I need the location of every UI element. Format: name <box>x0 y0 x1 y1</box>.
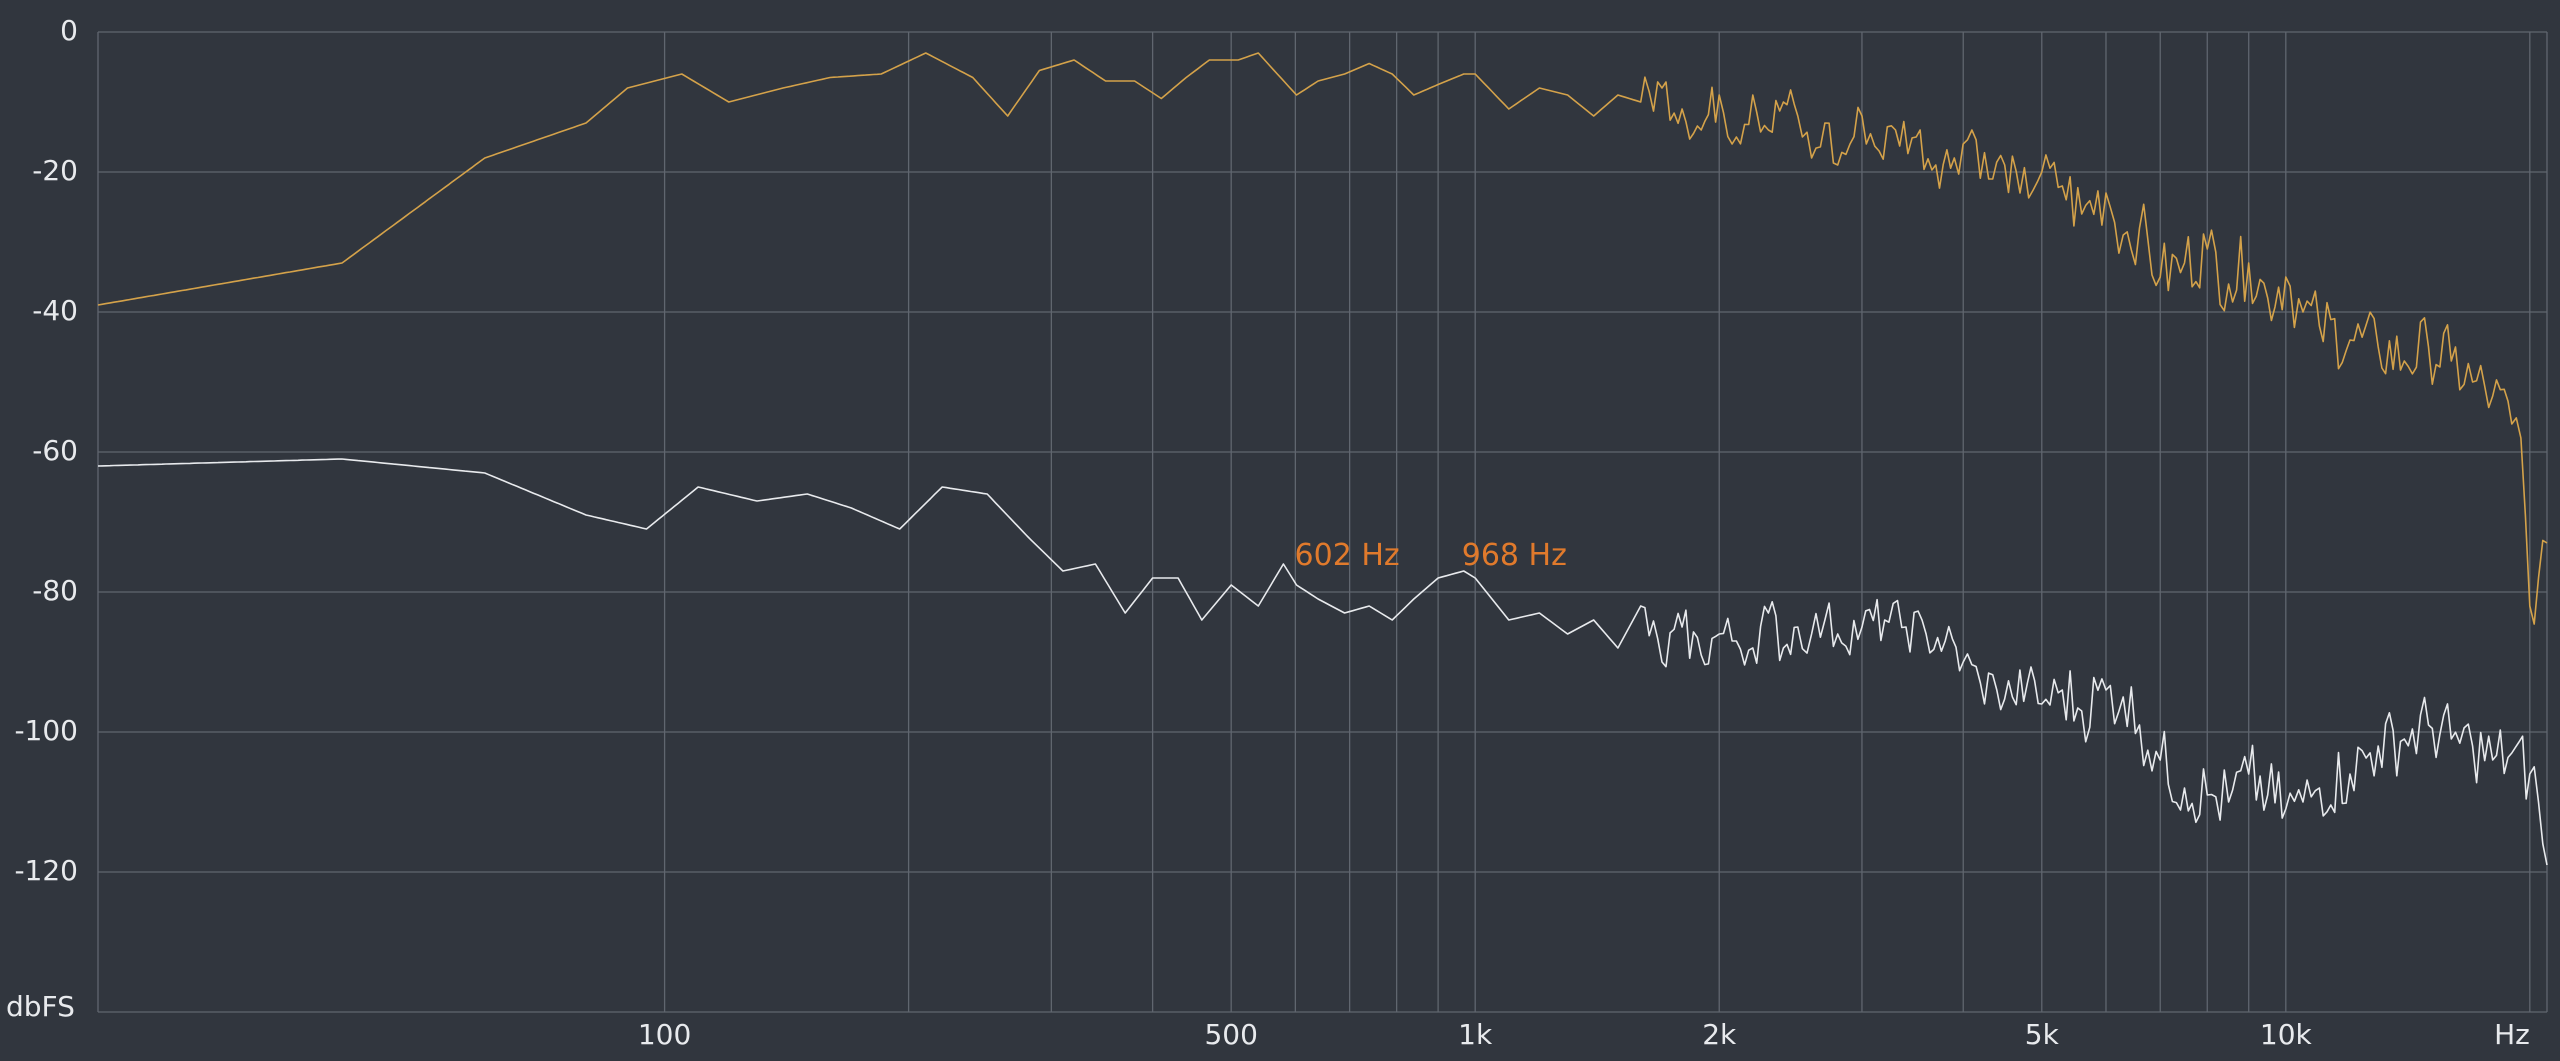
peak-label: 602 Hz <box>1295 538 1400 573</box>
x-tick-label: 500 <box>1204 1018 1257 1051</box>
y-tick-label: -80 <box>32 574 78 607</box>
series-line-1 <box>97 52 2548 625</box>
y-tick-label: 0 <box>60 14 78 47</box>
peak-label: 968 Hz <box>1462 538 1567 573</box>
x-tick-label: 2k <box>1702 1018 1737 1051</box>
y-tick-label: -20 <box>32 154 78 187</box>
y-tick-label: -100 <box>14 714 78 747</box>
y-tick-label: -60 <box>32 434 78 467</box>
series-group <box>97 52 2548 866</box>
peak-annotations: 602 Hz 968 Hz <box>1295 538 1567 573</box>
tick-labels: 0 -20 -40 -60 -80 -100 -120 dbFS 100 500 1k 2k 5k 10k… <box>6 14 2530 1051</box>
y-tick-label: -120 <box>14 854 78 887</box>
x-tick-label: 100 <box>638 1018 691 1051</box>
x-tick-label: 5k <box>2025 1018 2060 1051</box>
x-tick-label: 10k <box>2260 1018 2313 1051</box>
y-tick-label: -40 <box>32 294 78 327</box>
y-unit-label: dbFS <box>6 990 75 1023</box>
x-unit-label: Hz <box>2494 1018 2530 1051</box>
x-tick-label: 1k <box>1458 1018 1493 1051</box>
grid <box>97 31 2548 1013</box>
series-line-2 <box>97 458 2548 866</box>
